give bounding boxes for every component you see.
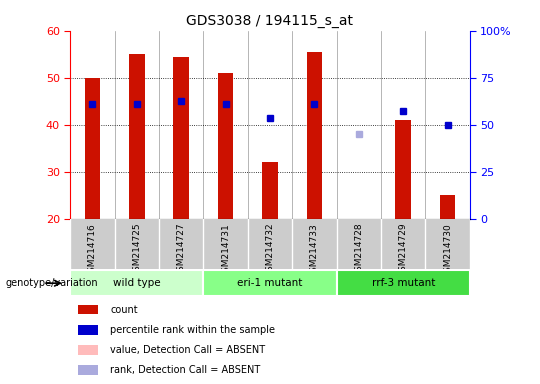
Bar	[85, 78, 100, 219]
Text: GSM214729: GSM214729	[399, 223, 408, 278]
Text: GSM214728: GSM214728	[354, 223, 363, 278]
Bar	[440, 195, 455, 219]
Bar	[336, 270, 470, 296]
Bar	[78, 365, 98, 375]
Text: GSM214731: GSM214731	[221, 223, 230, 278]
Bar	[78, 305, 98, 314]
Text: GSM214730: GSM214730	[443, 223, 452, 278]
Bar	[262, 162, 278, 219]
Text: GSM214725: GSM214725	[132, 223, 141, 278]
Text: GSM214733: GSM214733	[310, 223, 319, 278]
Title: GDS3038 / 194115_s_at: GDS3038 / 194115_s_at	[186, 14, 354, 28]
Bar	[129, 54, 145, 219]
Bar	[395, 120, 411, 219]
Text: genotype/variation: genotype/variation	[5, 278, 98, 288]
Text: percentile rank within the sample: percentile rank within the sample	[110, 325, 275, 335]
Text: count: count	[110, 305, 138, 314]
Text: value, Detection Call = ABSENT: value, Detection Call = ABSENT	[110, 345, 265, 355]
Bar	[173, 56, 189, 219]
Bar	[70, 270, 204, 296]
Bar	[218, 73, 233, 219]
Bar	[307, 52, 322, 219]
Bar	[78, 325, 98, 334]
Text: GSM214727: GSM214727	[177, 223, 186, 278]
Text: eri-1 mutant: eri-1 mutant	[237, 278, 303, 288]
Text: rrf-3 mutant: rrf-3 mutant	[372, 278, 435, 288]
Bar	[78, 345, 98, 355]
Text: GSM214716: GSM214716	[88, 223, 97, 278]
Text: GSM214732: GSM214732	[266, 223, 274, 278]
Text: wild type: wild type	[113, 278, 160, 288]
Bar	[204, 270, 336, 296]
Text: rank, Detection Call = ABSENT: rank, Detection Call = ABSENT	[110, 365, 260, 375]
